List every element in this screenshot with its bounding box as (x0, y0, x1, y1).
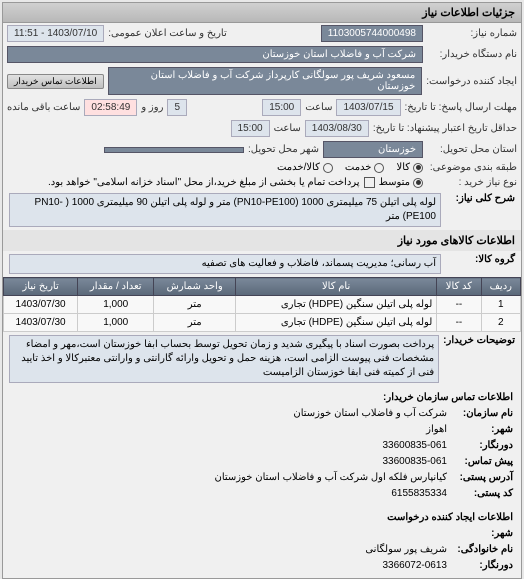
goods-table: ردیف کد کالا نام کالا واحد شمارش تعداد /… (3, 277, 521, 332)
col-code: کد کالا (437, 278, 481, 296)
city-value (104, 147, 244, 153)
need-details-panel: جزئیات اطلاعات نیاز شماره نیاز: 11030057… (2, 2, 522, 579)
bc-city: اهواز (426, 422, 447, 438)
table-row: 1 -- لوله پلی اتیلن سنگین (HDPE) تجاری م… (4, 296, 521, 314)
panel-title: جزئیات اطلاعات نیاز (3, 3, 521, 23)
days-remain-label: روز و (141, 102, 163, 113)
cc-phone-lbl: دورنگار: (453, 558, 513, 574)
deadline-label: مهلت ارسال پاسخ: تا تاریخ: (405, 102, 517, 113)
row-buyer-notes: توضیحات خریدار: پرداخت بصورت اسناد با پی… (3, 332, 521, 386)
deadline-time: 15:00 (262, 99, 301, 116)
buy-type-radio-group: متوسط (379, 177, 423, 188)
bc-org: شرکت آب و فاضلاب استان خوزستان (293, 406, 447, 422)
need-no-value: 1103005744000498 (321, 25, 423, 42)
buyer-notes-label: توضیحات خریدار: (443, 335, 515, 383)
time-label-2: ساعت (274, 123, 301, 134)
cc-name-lbl: نام خانوادگی: (453, 542, 513, 558)
goods-group-value: آب رسانی؛ مدیریت پسماند، فاضلاب و فعالیت… (9, 254, 441, 274)
cc-city-lbl: شهر: (453, 526, 513, 542)
radio-goods-service[interactable]: کالا/خدمت (277, 162, 333, 173)
cc-name: شریف پور سولگانی (365, 542, 447, 558)
bc-addr: کیانپارس فلکه اول شرکت آب و فاضلاب استان… (214, 470, 447, 486)
row-validity: حداقل تاریخ اعتبار پیشنهاد: تا تاریخ: 14… (3, 118, 521, 139)
deadline-date: 1403/07/15 (336, 99, 400, 116)
validity-label: حداقل تاریخ اعتبار پیشنهاد: تا تاریخ: (373, 123, 517, 134)
row-creator: ایجاد کننده درخواست: مسعود شریف پور سولگ… (3, 65, 521, 97)
radio-medium[interactable]: متوسط (379, 177, 423, 188)
row-deadline: مهلت ارسال پاسخ: تا تاریخ: 1403/07/15 سا… (3, 97, 521, 118)
time-remain-label: ساعت باقی مانده (7, 102, 80, 113)
bc-pre-lbl: دورنگار: (453, 438, 513, 454)
time-remain: 02:58:49 (84, 99, 137, 116)
need-key-label: شرح کلی نیاز: (445, 193, 515, 227)
buy-type-label: نوع نیاز خرید : (427, 177, 517, 188)
announce-label: تاریخ و ساعت اعلان عمومی: (108, 28, 227, 39)
buyer-contact-title: اطلاعات تماس سازمان خریدار: (11, 390, 513, 406)
treasury-checkbox[interactable] (364, 177, 375, 188)
need-key-text: لوله پلی اتیلن 75 میلیمتری 1000 (PN10-PE… (9, 193, 441, 227)
province-value: خوزستان (323, 141, 423, 158)
buyer-notes-text: پرداخت بصورت اسناد با پیگیری شدید و زمان… (9, 335, 439, 383)
city-label: شهر محل تحویل: (248, 144, 319, 155)
col-name: نام کالا (235, 278, 436, 296)
category-radio-group: کالا خدمت کالا/خدمت (277, 162, 423, 173)
bc-phone-lbl: پیش تماس: (453, 454, 513, 470)
row-org: نام دستگاه خریدار: شرکت آب و فاضلاب استا… (3, 44, 521, 65)
row-need-number: شماره نیاز: 1103005744000498 تاریخ و ساع… (3, 23, 521, 44)
creator-label: ایجاد کننده درخواست: (426, 76, 517, 87)
goods-group-label: گروه کالا: (445, 254, 515, 274)
row-need-key: شرح کلی نیاز: لوله پلی اتیلن 75 میلیمتری… (3, 190, 521, 230)
bc-addr-lbl: آدرس پستی: (453, 470, 513, 486)
validity-time: 15:00 (231, 120, 270, 137)
bc-org-lbl: نام سازمان: (453, 406, 513, 422)
buyer-contact-section: اطلاعات تماس سازمان خریدار: نام سازمان:ش… (3, 386, 521, 506)
bc-pre: 33600835-061 (382, 438, 447, 454)
creator-value: مسعود شریف پور سولگانی کارپرداز شرکت آب … (108, 67, 423, 95)
validity-date: 1403/08/30 (305, 120, 369, 137)
radio-service[interactable]: خدمت (345, 162, 385, 173)
col-row: ردیف (481, 278, 520, 296)
row-category: طبقه بندی موضوعی: کالا خدمت کالا/خدمت (3, 160, 521, 175)
table-header-row: ردیف کد کالا نام کالا واحد شمارش تعداد /… (4, 278, 521, 296)
days-remain: 5 (167, 99, 187, 116)
table-row: 2 -- لوله پلی اتیلن سنگین (HDPE) تجاری م… (4, 314, 521, 332)
treasury-note: پرداخت تمام یا بخشی از مبلغ خرید،از محل … (48, 177, 360, 188)
org-label: نام دستگاه خریدار: (427, 49, 517, 60)
need-no-label: شماره نیاز: (427, 28, 517, 39)
row-buy-type: نوع نیاز خرید : متوسط پرداخت تمام یا بخش… (3, 175, 521, 190)
announce-value: 1403/07/10 - 11:51 (7, 25, 104, 42)
col-date: تاریخ نیاز (4, 278, 78, 296)
contact-buyer-button[interactable]: اطلاعات تماس خریدار (7, 74, 104, 89)
row-goods-group: گروه کالا: آب رسانی؛ مدیریت پسماند، فاضل… (3, 251, 521, 277)
creator-contact-title: اطلاعات ایجاد کننده درخواست (11, 510, 513, 526)
goods-section-title: اطلاعات کالاهای مورد نیاز (3, 230, 521, 251)
row-province: استان محل تحویل: خوزستان شهر محل تحویل: (3, 139, 521, 160)
creator-contact-section: اطلاعات ایجاد کننده درخواست شهر: نام خان… (3, 506, 521, 578)
bc-post: 6155835334 (391, 486, 447, 502)
bc-post-lbl: کد پستی: (453, 486, 513, 502)
bc-phone: 33600835-061 (382, 454, 447, 470)
time-label-1: ساعت (305, 102, 332, 113)
bc-city-lbl: شهر: (453, 422, 513, 438)
category-label: طبقه بندی موضوعی: (427, 162, 517, 173)
col-unit: واحد شمارش (154, 278, 236, 296)
province-label: استان محل تحویل: (427, 144, 517, 155)
cc-phone: 3366072-0613 (382, 558, 447, 574)
org-value: شرکت آب و فاضلاب استان خوزستان (7, 46, 423, 63)
col-qty: تعداد / مقدار (78, 278, 154, 296)
radio-goods[interactable]: کالا (396, 162, 423, 173)
